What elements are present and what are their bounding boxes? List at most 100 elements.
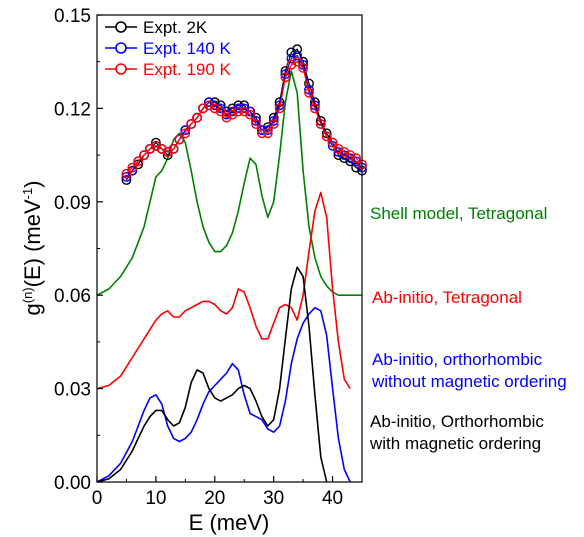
model-curve-3	[96, 266, 328, 483]
curve-annotations: Shell model, Tetragonal Ab-initio, Tetrag…	[369, 204, 567, 453]
expt-point	[221, 106, 232, 117]
y-axis: 0.00 0.03 0.06 0.09 0.12 0.15	[54, 6, 103, 494]
expt-point	[221, 112, 232, 123]
expt-point	[168, 143, 179, 154]
x-tick-label: 10	[145, 488, 166, 509]
expt-point	[298, 63, 308, 73]
annotation-0: Shell model, Tetragonal	[370, 204, 547, 223]
expt-point	[162, 147, 173, 157]
expt-point	[239, 100, 250, 111]
expt-point	[215, 100, 226, 111]
y-tick-label: 0.12	[54, 99, 91, 120]
expt-point	[139, 150, 150, 161]
expt-point	[239, 106, 250, 117]
expt-point	[309, 103, 320, 114]
x-tick-label: 30	[263, 488, 284, 509]
expt-point	[203, 100, 214, 111]
expt-point	[239, 103, 250, 114]
x-tick-label: 0	[92, 488, 103, 509]
expt-point	[292, 56, 303, 67]
legend-label: Expt. 2K	[143, 18, 208, 37]
expt-point	[351, 162, 361, 173]
annotation-line: Shell model, Tetragonal	[370, 204, 547, 223]
expt-point	[304, 87, 314, 98]
legend-marker	[115, 63, 127, 75]
expt-point	[198, 103, 208, 114]
expt-point	[345, 156, 356, 167]
expt-point	[180, 125, 191, 136]
expt-point	[274, 103, 285, 114]
legend: Expt. 2K Expt. 140 K Expt. 190 K	[105, 18, 232, 79]
expt-point	[121, 171, 132, 182]
plot-frame	[96, 14, 363, 483]
expt-series-2	[121, 56, 367, 179]
expt-point	[209, 100, 220, 111]
expt-point	[286, 59, 297, 70]
annotation-1: Ab-initio, Tetragonal	[372, 288, 522, 307]
expt-point	[121, 168, 132, 179]
legend-label: Expt. 140 K	[143, 39, 232, 58]
expt-point	[221, 109, 232, 120]
expt-point	[321, 131, 332, 142]
model-curves	[96, 70, 362, 483]
legend-item: Expt. 140 K	[105, 39, 232, 58]
expt-point	[268, 119, 279, 129]
expt-point	[156, 143, 167, 154]
expt-point	[245, 109, 256, 120]
expt-point	[286, 47, 297, 58]
expt-point	[327, 140, 338, 151]
y-tick-label: 0.09	[54, 193, 91, 214]
annotation-line: with magnetic ordering	[369, 434, 541, 453]
expt-point	[215, 106, 226, 117]
expt-point	[133, 156, 144, 167]
y-tick-label: 0.00	[54, 473, 91, 494]
expt-point	[345, 153, 356, 164]
expt-point	[351, 153, 361, 164]
expt-point	[209, 97, 220, 108]
legend-item: Expt. 2K	[105, 18, 208, 37]
expt-point	[174, 134, 185, 145]
annotation-3: Ab-initio, Orthorhombic with magnetic ord…	[369, 412, 544, 453]
model-curve-0	[96, 70, 362, 296]
annotation-line: Ab-initio, Tetragonal	[372, 288, 522, 307]
expt-point	[203, 97, 214, 108]
x-axis-title: E (meV)	[189, 510, 270, 535]
expt-point	[180, 128, 191, 139]
expt-point	[286, 53, 297, 64]
expt-point	[227, 103, 238, 114]
expt-point	[345, 150, 356, 161]
legend-item: Expt. 190 K	[105, 60, 232, 79]
annotation-line: without magnetic ordering	[371, 372, 567, 391]
expt-point	[280, 72, 291, 83]
expt-point	[327, 137, 338, 148]
experimental-series	[121, 44, 367, 185]
expt-point	[215, 103, 226, 114]
expt-point	[209, 103, 220, 114]
y-tick-label: 0.06	[54, 286, 91, 307]
expt-point	[145, 143, 155, 154]
expt-point	[315, 119, 326, 129]
x-tick-label: 40	[322, 488, 343, 509]
expt-point	[233, 103, 244, 114]
expt-point	[339, 153, 350, 164]
expt-point	[192, 112, 203, 123]
expt-point	[256, 125, 267, 136]
expt-point	[333, 143, 344, 154]
expt-point	[227, 106, 238, 117]
expt-point	[351, 156, 361, 167]
expt-point	[233, 100, 244, 111]
y-tick-label: 0.03	[54, 380, 91, 401]
expt-point	[262, 125, 273, 136]
expt-point	[186, 119, 197, 129]
expt-point	[150, 137, 161, 148]
expt-point	[127, 162, 138, 173]
model-curve-2	[96, 306, 351, 483]
annotation-line: Ab-initio, Orthorhombic	[370, 412, 544, 431]
expt-point	[262, 128, 273, 139]
expt-point	[150, 140, 161, 151]
annotation-2: Ab-initio, orthorhombic without magnetic …	[371, 350, 567, 391]
expt-point	[233, 106, 244, 117]
annotation-line: Ab-initio, orthorhombic	[372, 350, 543, 369]
y-axis-title: g(n)(E) (meV-1)	[20, 180, 45, 315]
